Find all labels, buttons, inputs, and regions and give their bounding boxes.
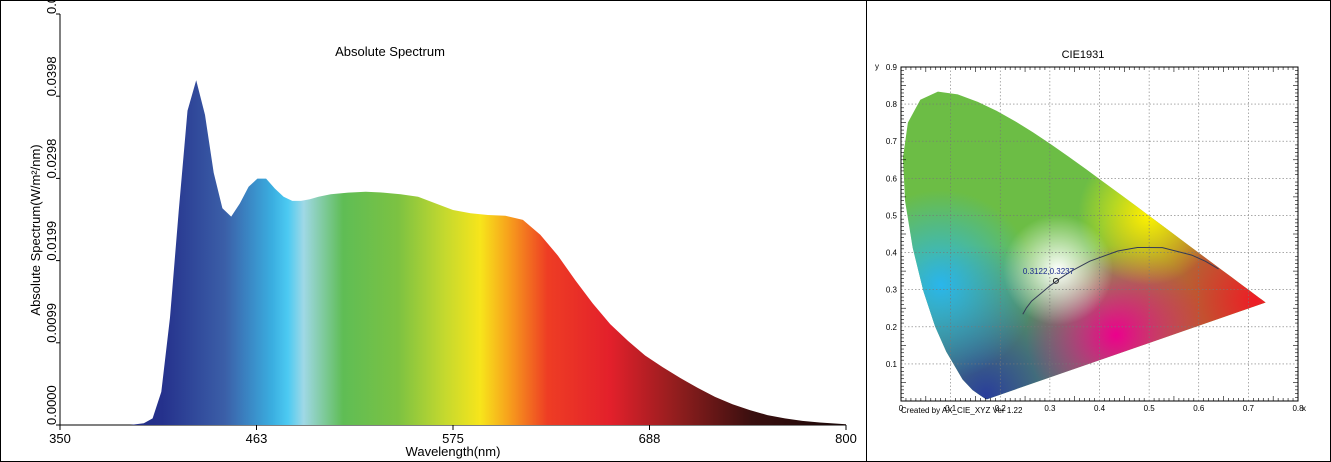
cie-x-tick-label: 0.2: [995, 404, 1007, 413]
cie-y-axis-label: y: [875, 62, 879, 71]
cie-y-tick-label: 0.4: [886, 249, 898, 258]
spectrum-y-axis-label: Absolute Spectrum(W/m²/nm): [28, 144, 43, 315]
cie-x-tick-label: 0: [899, 404, 904, 413]
cie-x-tick-label: 0.7: [1243, 404, 1255, 413]
spectrum-axes: 350 463 575 688 800 0.0000 0.0099 0.0199 0.0298 0…: [44, 0, 857, 446]
x-tick-label: 463: [246, 431, 268, 446]
y-tick-label: 0.0099: [44, 303, 59, 343]
cie-y-tick-label: 0.7: [886, 137, 898, 146]
cie-y-tick-label: 0.3: [886, 286, 898, 295]
cie-y-tick-label: 0.5: [886, 211, 898, 220]
x-tick-label: 688: [639, 431, 661, 446]
y-tick-label: 0.0000: [44, 385, 59, 425]
cie-x-tick-label: 0.5: [1144, 404, 1156, 413]
y-tick-label: 0.0199: [44, 221, 59, 261]
cie-y-tick-label: 0.6: [886, 174, 898, 183]
cie-x-axis-label: x: [1302, 404, 1306, 413]
cie-x-tick-label: 0.1: [945, 404, 957, 413]
planckian-locus: [1022, 246, 1219, 315]
y-tick-label: 0.0497: [44, 0, 59, 14]
chromaticity-point-label: 0.3122,0.3237: [1023, 267, 1075, 276]
cie-chart: CIE1931 0 0.1 0.2 0.3 0.4 0.5 0.6 0.7 0.80.10.20…: [875, 49, 1306, 415]
y-tick-label: 0.0298: [44, 139, 59, 179]
cie-grid: 0 0.1 0.2 0.3 0.4 0.5 0.6 0.7 0.8 0.1 0.2 0.3 0.4 0.5…: [875, 62, 1306, 413]
x-tick-label: 350: [49, 431, 71, 446]
cie-x-tick-label: 0.8: [1292, 404, 1304, 413]
cie-y-tick-label: 0.2: [886, 323, 898, 332]
cie-x-tick-label: 0.3: [1044, 404, 1056, 413]
cie-title: CIE1931: [1062, 49, 1105, 61]
chromaticity-point: [1052, 277, 1059, 284]
spectrum-title: Absolute Spectrum: [335, 44, 445, 59]
cie-frame: [900, 66, 1299, 402]
x-tick-label: 800: [835, 431, 857, 446]
cie-x-tick-label: 0.6: [1193, 404, 1205, 413]
spectrum-chart: 350 463 575 688 800 0.0000 0.0099 0.0199 0.0298 0…: [28, 0, 857, 459]
x-tick-label: 575: [442, 431, 464, 446]
cie-footer: Created by AX_CIE_XYZ Ver 1.22: [901, 406, 1023, 415]
y-tick-label: 0.0398: [44, 56, 59, 96]
cie-y-tick-label: 0.8: [886, 100, 898, 109]
cie-x-tick-label: 0.4: [1094, 404, 1106, 413]
spectrum-x-axis-label: Wavelength(nm): [406, 444, 501, 459]
cie-y-tick-label: 0.9: [886, 63, 898, 72]
cie-y-tick-label: 0.1: [886, 360, 898, 369]
spectrum-area: [60, 80, 846, 425]
